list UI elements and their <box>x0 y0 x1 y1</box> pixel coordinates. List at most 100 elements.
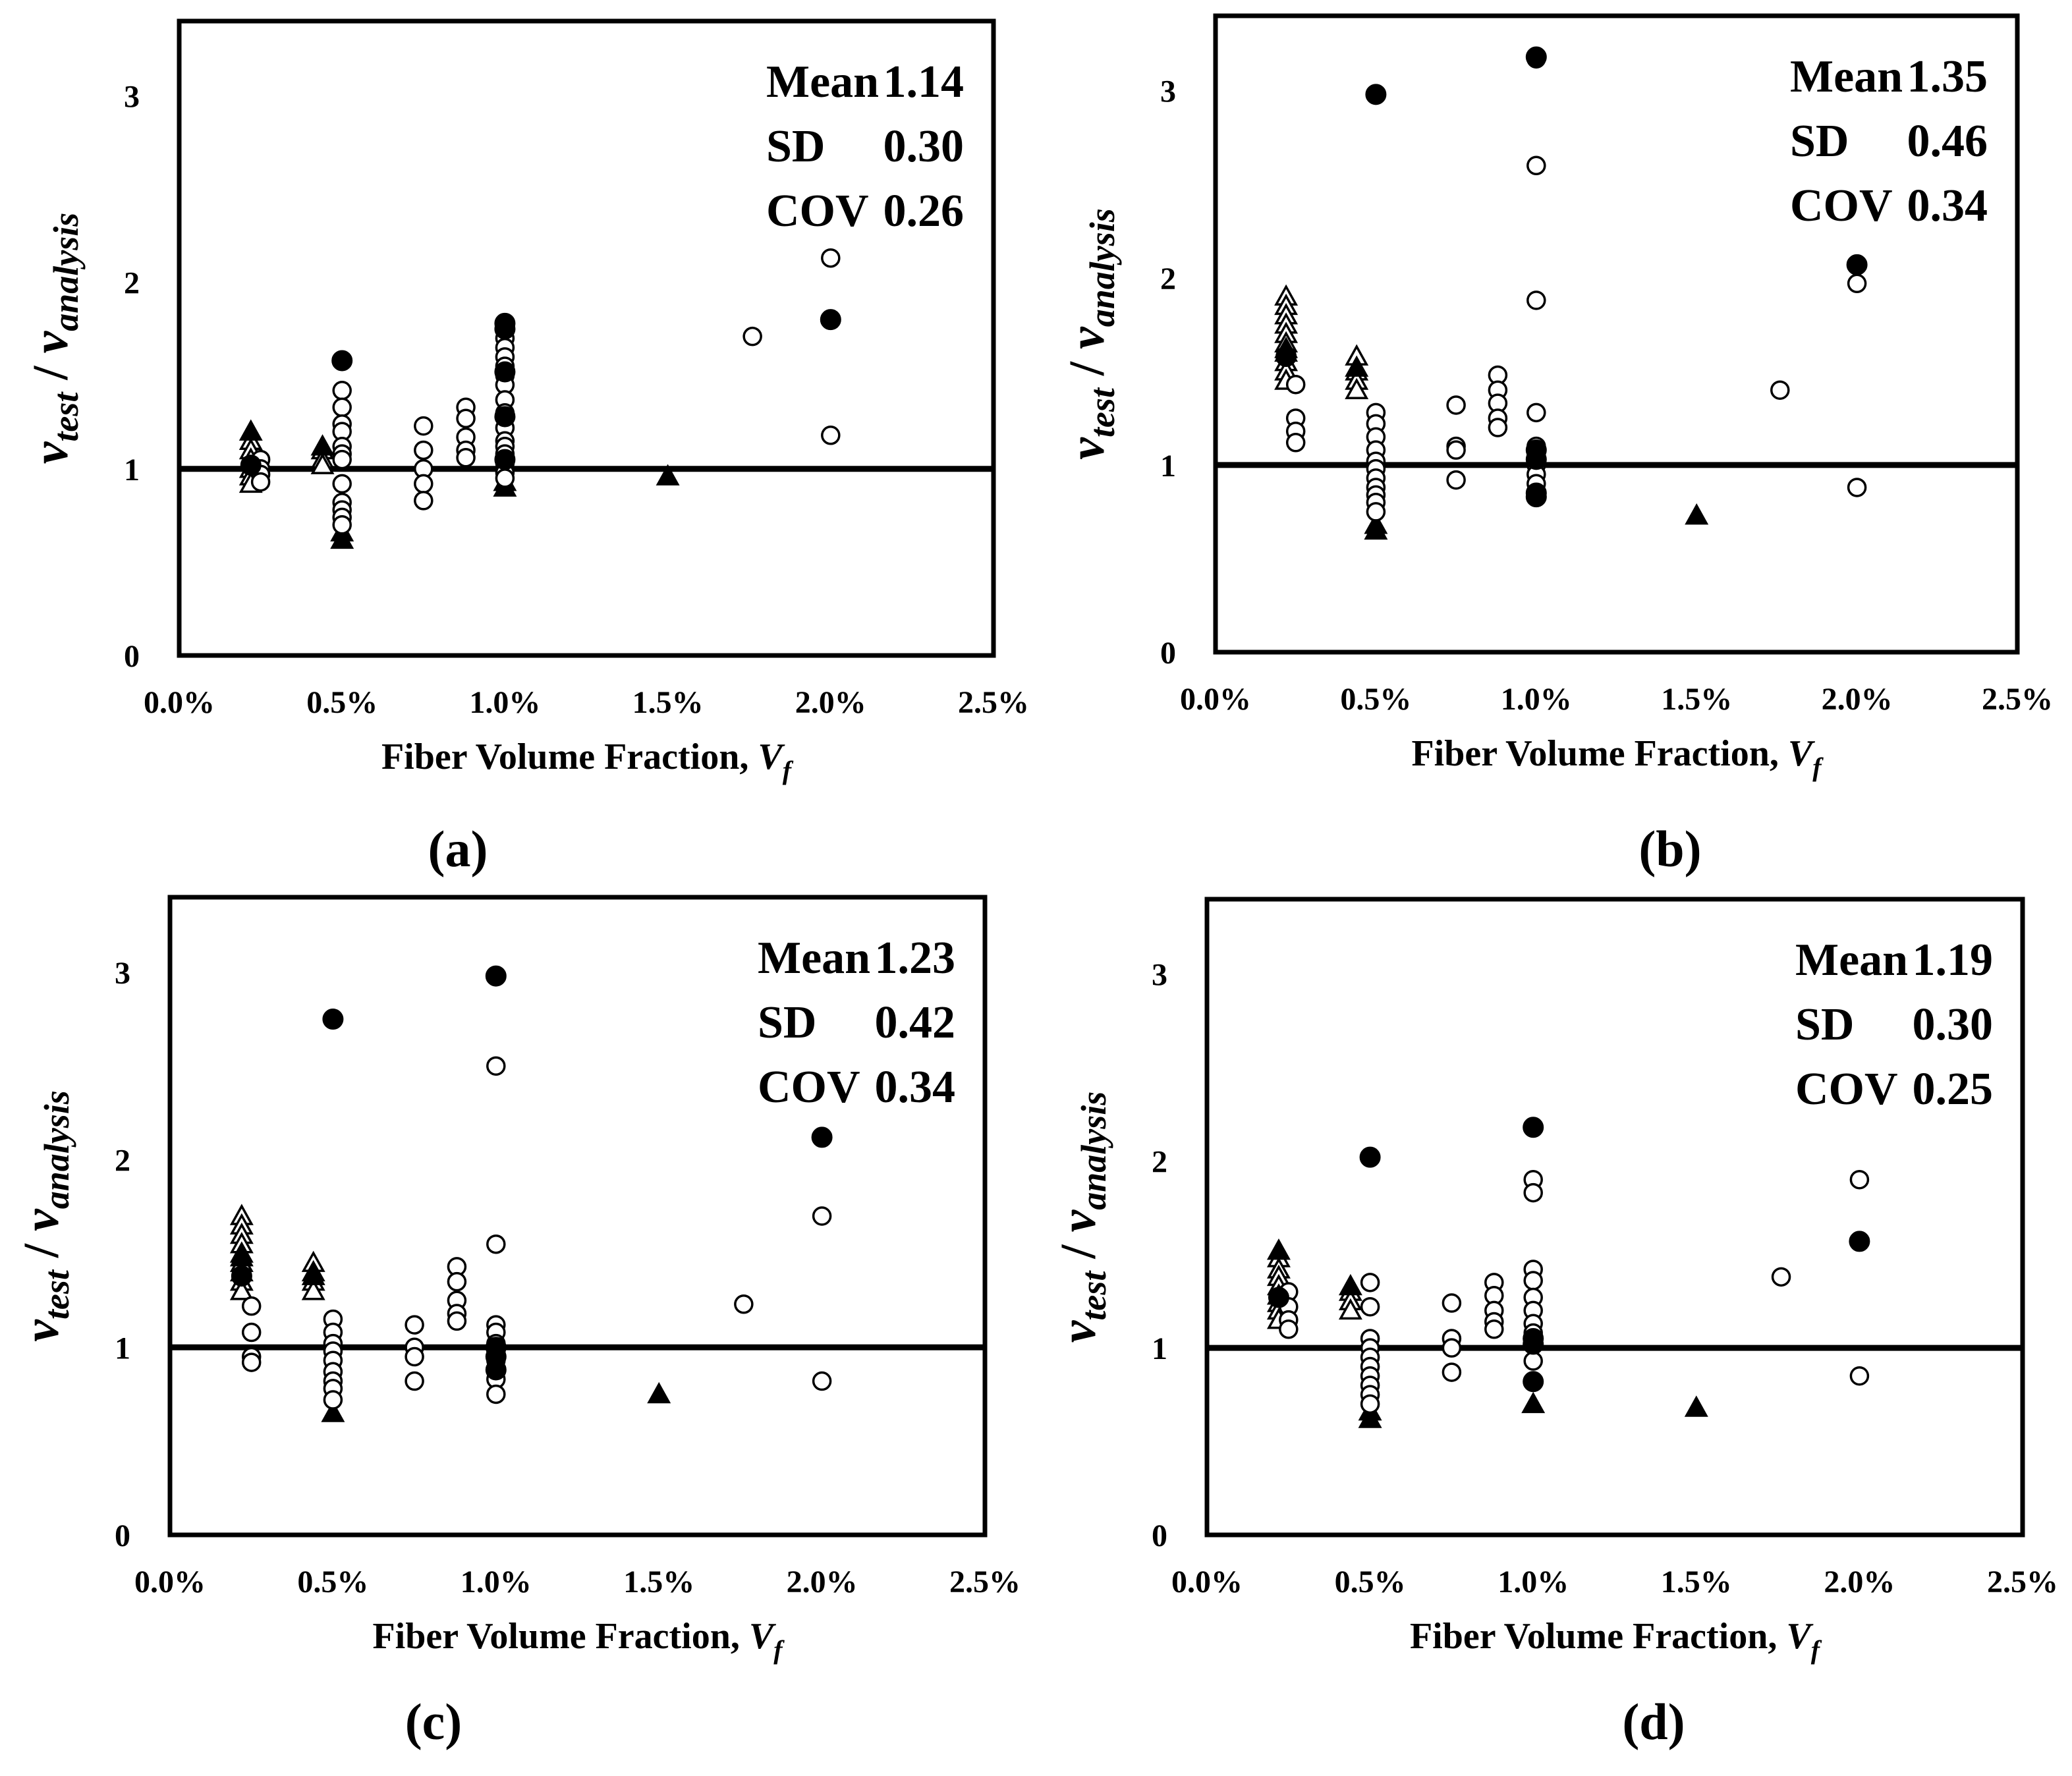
data-point-filled-circle <box>1525 449 1547 470</box>
data-point-filled-circle <box>231 1265 252 1287</box>
x-tick-label: 0.0% <box>1171 1565 1243 1599</box>
stat-value-sd: 0.46 <box>1907 116 1988 167</box>
y-tick-label: 0 <box>124 639 140 674</box>
data-point-open-circle <box>414 440 434 460</box>
stat-value-sd: 0.30 <box>883 121 965 172</box>
data-point-filled-circle <box>811 1126 833 1148</box>
stat-value-mean: 1.19 <box>1913 935 1994 985</box>
data-point-filled-circle <box>1523 1333 1544 1355</box>
data-point-open-circle <box>1360 1394 1380 1414</box>
stat-label-cov: COV <box>766 186 869 236</box>
plot-frame <box>1204 897 2025 1538</box>
x-tick-label: 1.5% <box>1661 682 1732 717</box>
stat-label-sd: SD <box>758 997 816 1048</box>
x-tick-label: 0.0% <box>1180 682 1251 717</box>
data-point-open-circle <box>332 397 352 418</box>
data-point-filled-triangle <box>1685 503 1709 525</box>
data-point-open-circle <box>1279 1319 1299 1339</box>
stat-value-sd: 0.30 <box>1913 999 1994 1050</box>
data-point-open-circle <box>1526 291 1546 310</box>
data-point-open-circle <box>1484 1319 1504 1339</box>
stat-value-mean: 1.14 <box>883 57 965 107</box>
data-point-open-circle <box>1360 1273 1380 1292</box>
stat-label-mean: Mean <box>758 933 870 984</box>
data-point-open-circle <box>405 1315 424 1335</box>
x-tick-label: 2.5% <box>949 1565 1021 1599</box>
stat-label-mean: Mean <box>1790 51 1903 102</box>
plot-frame <box>1213 13 2020 655</box>
stat-value-cov: 0.34 <box>1907 180 1988 231</box>
x-axis-label: Fiber Volume Fraction, Vf <box>1410 1616 1822 1665</box>
panel-label: (c) <box>405 1693 462 1750</box>
stat-label-cov: COV <box>758 1062 860 1113</box>
data-point-open-circle <box>1442 1338 1462 1358</box>
data-point-filled-circle <box>1849 1231 1870 1252</box>
x-axis-label: Fiber Volume Fraction, Vf <box>381 736 794 785</box>
x-tick-label: 0.5% <box>306 685 378 720</box>
data-point-filled-circle <box>820 309 841 331</box>
x-tick-label: 2.5% <box>1982 682 2053 717</box>
data-point-open-circle <box>1442 1362 1462 1382</box>
data-point-filled-triangle <box>1364 518 1388 540</box>
data-point-open-triangle <box>1345 377 1369 399</box>
data-point-open-circle <box>1847 478 1867 497</box>
data-point-filled-triangle <box>1338 1273 1362 1296</box>
y-tick-label: 3 <box>124 79 140 114</box>
y-tick-label: 2 <box>1160 262 1176 296</box>
y-tick-label: 2 <box>1152 1144 1167 1179</box>
x-tick-label: 1.0% <box>1501 682 1572 717</box>
data-point-open-circle <box>812 1206 832 1226</box>
data-point-filled-circle <box>485 965 507 987</box>
data-point-open-circle <box>812 1371 832 1391</box>
chart-panel-2: 0.0% 0.5% 1.0% 1.5% 2.0% 2.5% 0 1 2 3 Fiber Volume… <box>1059 13 2053 877</box>
data-point-open-circle <box>1285 433 1306 453</box>
stat-label-mean: Mean <box>1795 935 1908 985</box>
data-point-open-circle <box>1526 402 1546 423</box>
y-tick-label: 1 <box>1160 449 1176 484</box>
stat-label-cov: COV <box>1790 180 1893 231</box>
data-point-open-circle <box>1523 1271 1543 1290</box>
data-point-open-circle <box>1849 1366 1870 1386</box>
panel-label: (d) <box>1622 1693 1685 1750</box>
data-point-open-circle <box>1285 374 1306 395</box>
data-point-filled-triangle <box>301 1263 325 1285</box>
data-point-filled-circle <box>494 318 516 340</box>
data-point-open-circle <box>332 381 352 401</box>
x-tick-label: 1.0% <box>1498 1565 1569 1599</box>
x-tick-label: 1.0% <box>461 1565 532 1599</box>
data-point-filled-triangle <box>1345 355 1369 377</box>
data-point-open-circle <box>486 1056 506 1076</box>
data-point-open-circle <box>456 448 476 468</box>
data-point-filled-circle <box>1359 1146 1381 1168</box>
y-tick-label: 1 <box>124 453 140 487</box>
stat-label-cov: COV <box>1795 1064 1898 1115</box>
data-point-open-circle <box>1442 1293 1462 1313</box>
data-point-filled-triangle <box>656 464 680 486</box>
data-point-open-circle <box>1446 395 1466 415</box>
data-point-open-circle <box>1488 418 1508 437</box>
data-point-filled-circle <box>1523 1371 1544 1393</box>
data-point-open-circle <box>456 408 476 429</box>
x-tick-label: 1.5% <box>623 1565 694 1599</box>
y-tick-label: 0 <box>115 1518 130 1553</box>
data-point-filled-circle <box>331 350 353 372</box>
data-point-filled-circle <box>1525 486 1547 508</box>
data-point-open-circle <box>1360 1296 1380 1317</box>
data-point-filled-circle <box>1268 1287 1289 1308</box>
data-point-filled-circle <box>494 449 516 470</box>
x-tick-label: 2.0% <box>1822 682 1893 717</box>
x-tick-label: 0.5% <box>1340 682 1411 717</box>
data-point-open-circle <box>734 1294 754 1314</box>
x-tick-label: 0.0% <box>144 685 215 720</box>
data-point-filled-circle <box>240 455 262 476</box>
data-point-filled-circle <box>322 1009 344 1030</box>
x-axis-label: Fiber Volume Fraction, Vf <box>372 1616 785 1665</box>
data-point-filled-triangle <box>1684 1395 1708 1417</box>
x-tick-label: 2.0% <box>787 1565 858 1599</box>
data-point-open-triangle <box>301 1279 325 1300</box>
data-point-open-circle <box>1770 380 1790 400</box>
y-tick-label: 3 <box>1160 74 1176 109</box>
data-point-filled-circle <box>494 361 516 383</box>
chart-panel-1: 0.0% 0.5% 1.0% 1.5% 2.0% 2.5% 0 1 2 3 Fiber Volume… <box>23 18 1029 877</box>
